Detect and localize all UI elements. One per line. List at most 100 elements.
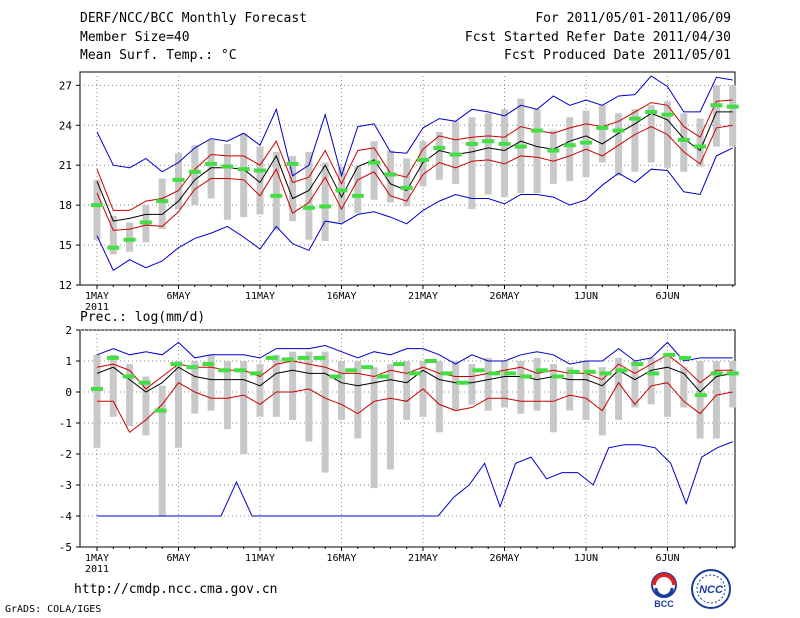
p0-median-mark-8 bbox=[221, 164, 234, 169]
p0-median-mark-23 bbox=[465, 141, 478, 146]
p1-member-box-21 bbox=[435, 361, 443, 433]
p0-median-mark-39 bbox=[726, 104, 739, 109]
p0-median-mark-32 bbox=[612, 128, 625, 133]
p1-median-mark-19 bbox=[392, 362, 405, 367]
p1-member-box-16 bbox=[354, 361, 362, 439]
p1-member-box-11 bbox=[272, 354, 280, 417]
p0-member-box-7 bbox=[207, 139, 215, 199]
p0-median-mark-11 bbox=[270, 193, 283, 198]
p0-series-mean_plus bbox=[96, 99, 733, 211]
member-size: Member Size=40 bbox=[80, 30, 190, 45]
p1-median-mark-34 bbox=[631, 362, 644, 367]
p0-median-mark-17 bbox=[368, 160, 381, 165]
p1-member-box-38 bbox=[712, 361, 720, 439]
p1-median-mark-35 bbox=[647, 371, 660, 376]
grads-credit: GrADS: COLA/IGES bbox=[5, 604, 102, 615]
p1-series-min bbox=[97, 441, 733, 517]
p0-ytick-label-0: 12 bbox=[59, 279, 72, 292]
p1-ytick-label-1: -4 bbox=[59, 510, 73, 523]
p1-median-mark-40 bbox=[726, 371, 739, 376]
p1-median-mark-26 bbox=[504, 371, 517, 376]
p1-median-mark-2 bbox=[122, 374, 135, 379]
p0-member-box-25 bbox=[501, 109, 508, 198]
p0-member-box-21 bbox=[435, 131, 443, 180]
p0-member-box-0 bbox=[93, 179, 101, 240]
p1-median-mark-13 bbox=[297, 355, 310, 360]
p1-median-mark-37 bbox=[679, 355, 692, 360]
p0-xtick-label-5: 26MAY bbox=[489, 291, 519, 302]
p1-median-mark-27 bbox=[520, 374, 533, 379]
p0-ytick-label-4: 24 bbox=[59, 119, 73, 132]
p1-xtick-label-7: 6JUN bbox=[655, 553, 679, 564]
p1-ytick-label-5: 0 bbox=[65, 386, 72, 399]
p0-member-box-8 bbox=[223, 143, 231, 220]
p1-member-box-4 bbox=[158, 385, 166, 516]
p0-median-mark-14 bbox=[319, 204, 332, 209]
p1-median-mark-39 bbox=[710, 371, 723, 376]
p1-median-mark-24 bbox=[472, 368, 485, 373]
p0-member-box-36 bbox=[680, 113, 688, 172]
p1-member-box-23 bbox=[468, 364, 476, 405]
p0-plot-frame bbox=[79, 71, 736, 286]
p0-median-mark-27 bbox=[531, 128, 544, 133]
p0-median-mark-5 bbox=[172, 177, 185, 182]
p0-member-box-27 bbox=[533, 109, 541, 194]
p1-ytick-label-6: 1 bbox=[65, 355, 72, 368]
p1-xtick-label-5: 26MAY bbox=[489, 553, 519, 564]
p1-median-mark-25 bbox=[488, 371, 501, 376]
p0-median-mark-36 bbox=[677, 137, 690, 142]
p0-median-mark-16 bbox=[351, 193, 364, 198]
p0-median-mark-10 bbox=[254, 168, 266, 173]
p0-ytick-label-5: 27 bbox=[59, 79, 72, 92]
p1-ytick-label-2: -3 bbox=[59, 479, 72, 492]
p0-member-box-17 bbox=[370, 141, 378, 200]
source-url[interactable]: http://cmdp.ncc.cma.gov.cn bbox=[74, 582, 278, 597]
p0-member-box-15 bbox=[338, 166, 345, 223]
p1-member-box-19 bbox=[403, 361, 411, 420]
p1-member-box-10 bbox=[256, 364, 264, 417]
p0-series-max bbox=[96, 75, 733, 178]
bcc-logo: BCC bbox=[651, 572, 677, 609]
p1-member-box-12 bbox=[289, 351, 297, 420]
p1-member-box-14 bbox=[321, 351, 329, 473]
p1-member-box-7 bbox=[207, 354, 215, 411]
p1-median-mark-11 bbox=[265, 355, 278, 360]
p1-median-mark-28 bbox=[535, 368, 548, 373]
p0-member-box-14 bbox=[321, 162, 329, 242]
p1-member-box-17 bbox=[370, 367, 378, 489]
p0-median-mark-13 bbox=[302, 205, 315, 210]
p0-member-box-6 bbox=[191, 145, 199, 206]
p0-series-min bbox=[96, 147, 733, 272]
p1-xtick-year: 2011 bbox=[85, 564, 109, 575]
p0-ytick-label-2: 18 bbox=[59, 199, 72, 212]
p1-member-box-31 bbox=[598, 367, 606, 436]
p0-median-mark-3 bbox=[139, 220, 152, 225]
p0-median-mark-4 bbox=[156, 199, 169, 204]
p1-member-box-28 bbox=[549, 364, 557, 433]
p0-member-box-39 bbox=[729, 85, 737, 147]
p1-member-box-30 bbox=[582, 361, 590, 420]
p1-series-mean_minus bbox=[97, 381, 733, 434]
p1-member-box-32 bbox=[615, 357, 623, 420]
p1-median-mark-18 bbox=[377, 374, 390, 379]
p0-median-mark-28 bbox=[547, 148, 560, 153]
p1-series-max bbox=[96, 341, 733, 365]
p1-xtick-label-6: 1JUN bbox=[574, 553, 598, 564]
p1-ytick-label-4: -1 bbox=[59, 417, 72, 430]
p1-member-box-2 bbox=[126, 364, 134, 427]
produced-date: Fcst Produced Date 2011/05/01 bbox=[504, 48, 731, 63]
p1-xtick-label-4: 21MAY bbox=[408, 553, 438, 564]
p1-member-box-15 bbox=[338, 361, 345, 420]
p0-xtick-label-7: 6JUN bbox=[655, 291, 679, 302]
p1-member-box-26 bbox=[517, 361, 525, 414]
p1-ytick-label-7: 2 bbox=[65, 324, 72, 337]
p0-member-box-24 bbox=[484, 113, 492, 195]
p0-member-box-2 bbox=[126, 222, 134, 252]
p0-median-mark-12 bbox=[286, 161, 299, 166]
p1-member-box-35 bbox=[664, 354, 671, 417]
p1-median-mark-29 bbox=[551, 374, 564, 379]
p1-median-mark-30 bbox=[567, 369, 580, 374]
p1-member-box-39 bbox=[729, 361, 737, 408]
p0-member-box-11 bbox=[272, 151, 280, 231]
